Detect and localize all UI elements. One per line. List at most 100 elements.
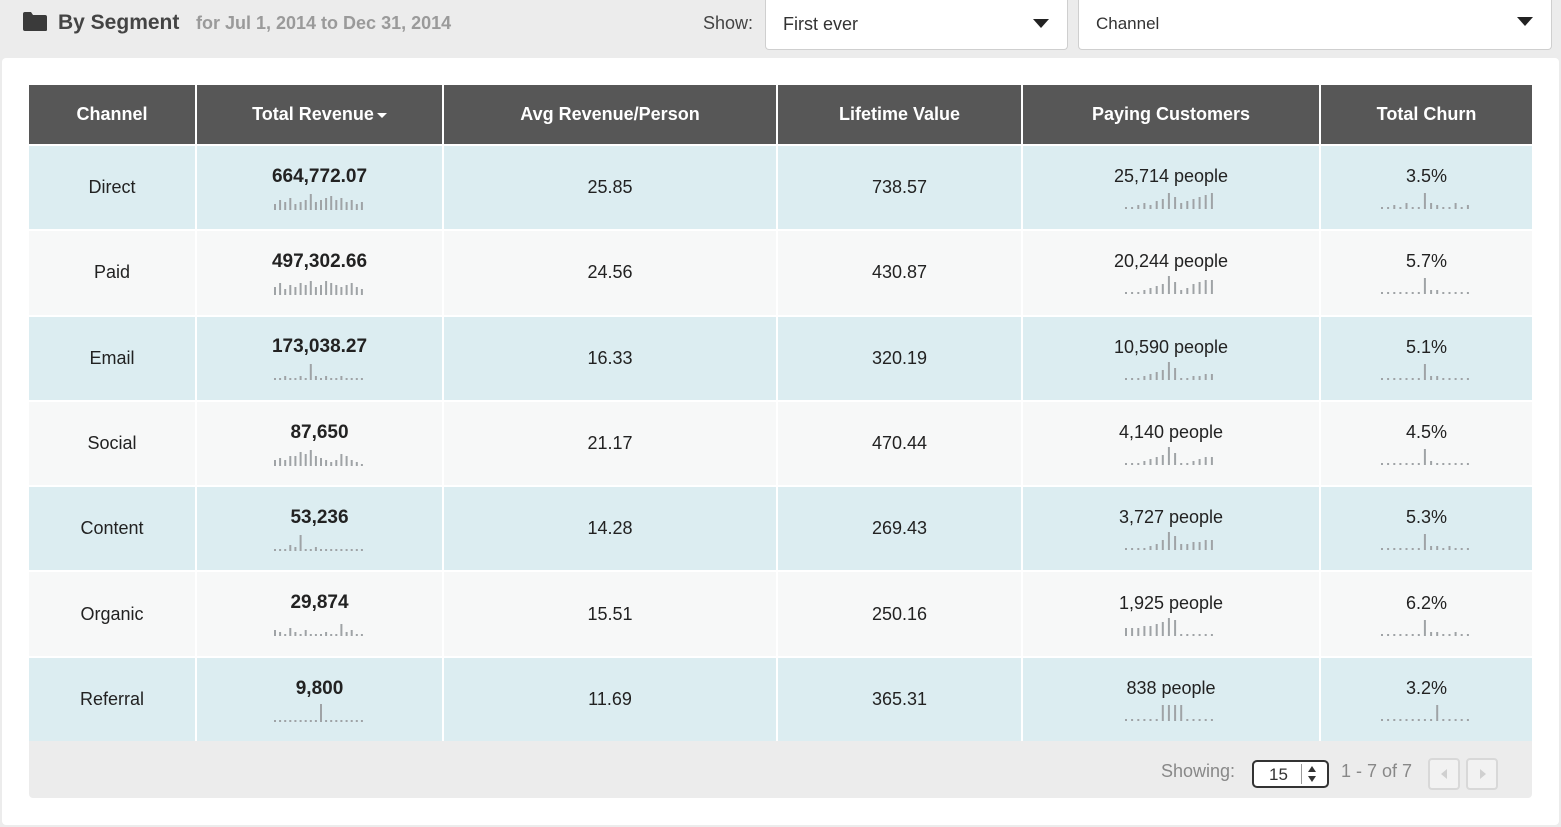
col-header-paying-customers[interactable]: Paying Customers xyxy=(1021,85,1321,145)
revenue-sparkline xyxy=(273,280,363,295)
col-header-avg-revenue[interactable]: Avg Revenue/Person xyxy=(442,85,778,145)
cell-total-revenue: 87,650 xyxy=(195,399,444,487)
revenue-value: 173,038.27 xyxy=(271,336,368,358)
page-size-stepper[interactable]: 15 xyxy=(1252,760,1329,788)
chevron-down-icon xyxy=(1033,19,1049,28)
revenue-sparkline xyxy=(273,703,363,722)
churn-value: 5.1% xyxy=(1405,336,1448,357)
table-header-row: Channel Total Revenue Avg Revenue/Person… xyxy=(29,85,1532,145)
folder-icon xyxy=(23,12,47,31)
segment-table: Channel Total Revenue Avg Revenue/Person… xyxy=(29,85,1532,743)
cell-lifetime-value: 365.31 xyxy=(776,655,1023,743)
cell-channel: Organic xyxy=(29,570,197,657)
cell-avg-revenue: 15.51 xyxy=(442,570,778,657)
stepper-up-icon[interactable] xyxy=(1308,766,1316,772)
cell-total-churn: 4.5% xyxy=(1319,399,1532,487)
customers-sparkline xyxy=(1125,193,1213,210)
cell-channel: Paid xyxy=(29,229,197,316)
revenue-value: 53,236 xyxy=(290,506,349,528)
revenue-sparkline xyxy=(273,449,363,466)
cell-lifetime-value: 250.16 xyxy=(776,570,1023,657)
cell-total-revenue: 173,038.27 xyxy=(195,314,444,401)
col-header-total-churn[interactable]: Total Churn xyxy=(1319,85,1532,145)
revenue-sparkline xyxy=(273,364,363,381)
cell-paying-customers: 25,714 people xyxy=(1021,143,1321,231)
table-row[interactable]: Content 53,236 14.28 269.43 3,727 people… xyxy=(29,485,1532,572)
cell-channel: Content xyxy=(29,485,197,572)
customers-sparkline xyxy=(1125,617,1213,636)
page-size-value: 15 xyxy=(1269,765,1288,784)
table-footer: Showing: 15 1 - 7 of 7 xyxy=(29,741,1532,798)
revenue-value: 497,302.66 xyxy=(271,250,368,272)
chevron-down-icon xyxy=(1517,17,1533,26)
cell-total-churn: 5.7% xyxy=(1319,229,1532,316)
customers-value: 20,244 people xyxy=(1113,251,1229,272)
cell-paying-customers: 3,727 people xyxy=(1021,485,1321,572)
col-header-lifetime-value[interactable]: Lifetime Value xyxy=(776,85,1023,145)
churn-sparkline xyxy=(1380,705,1469,722)
revenue-sparkline xyxy=(273,534,363,551)
cell-channel: Social xyxy=(29,399,197,487)
revenue-sparkline xyxy=(273,193,363,210)
churn-value: 5.7% xyxy=(1405,251,1448,272)
cell-avg-revenue: 21.17 xyxy=(442,399,778,487)
churn-sparkline xyxy=(1380,619,1469,636)
cell-total-churn: 5.3% xyxy=(1319,485,1532,572)
cell-total-revenue: 29,874 xyxy=(195,570,444,657)
chevron-right-icon xyxy=(1480,769,1486,779)
table-row[interactable]: Organic 29,874 15.51 250.16 1,925 people… xyxy=(29,570,1532,657)
customers-sparkline xyxy=(1125,705,1213,722)
revenue-value: 29,874 xyxy=(290,592,349,614)
churn-value: 3.5% xyxy=(1405,166,1448,187)
cell-lifetime-value: 320.19 xyxy=(776,314,1023,401)
cell-total-revenue: 53,236 xyxy=(195,485,444,572)
cell-channel: Email xyxy=(29,314,197,401)
table-row[interactable]: Referral 9,800 11.69 365.31 838 people 3… xyxy=(29,655,1532,743)
cell-lifetime-value: 269.43 xyxy=(776,485,1023,572)
cell-avg-revenue: 11.69 xyxy=(442,655,778,743)
cell-lifetime-value: 738.57 xyxy=(776,143,1023,231)
stepper-down-icon[interactable] xyxy=(1308,776,1316,782)
cell-paying-customers: 20,244 people xyxy=(1021,229,1321,316)
cell-avg-revenue: 25.85 xyxy=(442,143,778,231)
prev-page-button[interactable] xyxy=(1428,758,1460,790)
customers-value: 25,714 people xyxy=(1113,166,1229,187)
show-dropdown[interactable]: First ever xyxy=(765,0,1068,50)
segment-dropdown-value: Channel xyxy=(1096,14,1160,33)
col-header-channel[interactable]: Channel xyxy=(29,85,197,145)
cell-total-revenue: 664,772.07 xyxy=(195,143,444,231)
table-row[interactable]: Direct 664,772.07 25.85 738.57 25,714 pe… xyxy=(29,143,1532,231)
next-page-button[interactable] xyxy=(1466,758,1498,790)
revenue-value: 9,800 xyxy=(295,677,344,699)
page-title: By Segment xyxy=(58,11,180,34)
segment-panel: Channel Total Revenue Avg Revenue/Person… xyxy=(2,58,1559,825)
show-label: Show: xyxy=(703,13,754,33)
churn-sparkline xyxy=(1380,278,1469,295)
cell-total-revenue: 9,800 xyxy=(195,655,444,743)
churn-value: 6.2% xyxy=(1405,592,1448,613)
cell-total-churn: 6.2% xyxy=(1319,570,1532,657)
table-row[interactable]: Paid 497,302.66 24.56 430.87 20,244 peop… xyxy=(29,229,1532,316)
churn-sparkline xyxy=(1380,363,1469,380)
revenue-value: 87,650 xyxy=(290,421,349,443)
date-range: for Jul 1, 2014 to Dec 31, 2014 xyxy=(196,13,452,33)
show-dropdown-value: First ever xyxy=(783,14,859,34)
cell-lifetime-value: 470.44 xyxy=(776,399,1023,487)
cell-paying-customers: 4,140 people xyxy=(1021,399,1321,487)
customers-sparkline xyxy=(1125,532,1213,551)
cell-channel: Referral xyxy=(29,655,197,743)
cell-channel: Direct xyxy=(29,143,197,231)
cell-paying-customers: 10,590 people xyxy=(1021,314,1321,401)
customers-sparkline xyxy=(1125,276,1213,295)
sort-desc-icon xyxy=(376,112,387,118)
segment-dropdown[interactable]: Channel xyxy=(1078,0,1552,50)
customers-value: 838 people xyxy=(1126,678,1216,699)
table-row[interactable]: Email 173,038.27 16.33 320.19 10,590 peo… xyxy=(29,314,1532,401)
churn-value: 3.2% xyxy=(1405,678,1448,699)
customers-value: 1,925 people xyxy=(1118,592,1224,613)
showing-label: Showing: xyxy=(1161,761,1236,781)
table-row[interactable]: Social 87,650 21.17 470.44 4,140 people … xyxy=(29,399,1532,487)
col-header-total-revenue[interactable]: Total Revenue xyxy=(195,85,444,145)
churn-sparkline xyxy=(1380,534,1469,551)
cell-paying-customers: 1,925 people xyxy=(1021,570,1321,657)
